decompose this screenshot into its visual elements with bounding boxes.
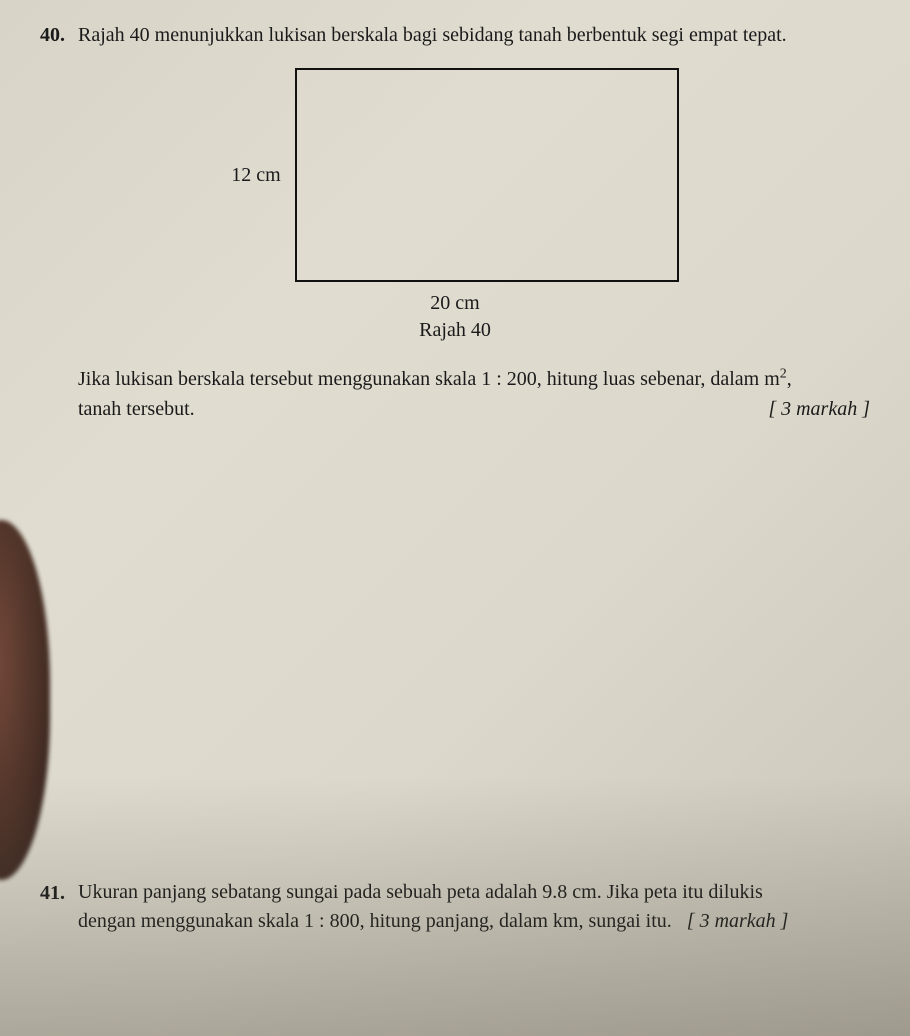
question-40-number: 40. [40, 20, 78, 50]
question-41: 41. Ukuran panjang sebatang sungai pada … [40, 878, 870, 936]
diagram-40: 12 cm 20 cm Rajah 40 [231, 68, 678, 342]
question-40-body-line1: Jika lukisan berskala tersebut menggunak… [78, 364, 870, 394]
question-41-line1: Ukuran panjang sebatang sungai pada sebu… [78, 881, 763, 903]
question-41-text: Ukuran panjang sebatang sungai pada sebu… [78, 878, 870, 936]
diagram-40-row: 12 cm [231, 68, 678, 282]
question-40-body: Jika lukisan berskala tersebut menggunak… [40, 364, 870, 424]
diagram-40-rectangle [295, 68, 679, 282]
question-41-number: 41. [40, 878, 78, 908]
diagram-40-height-label: 12 cm [231, 164, 280, 187]
question-40-header: 40. Rajah 40 menunjukkan lukisan berskal… [40, 20, 870, 50]
question-40-body-superscript: 2 [780, 366, 787, 381]
question-40-body-line2-left: tanah tersebut. [78, 394, 195, 424]
question-40-body-line1-tail: , [787, 368, 792, 390]
page: 40. Rajah 40 menunjukkan lukisan berskal… [0, 0, 910, 1036]
question-40-marks: [ 3 markah ] [748, 394, 870, 424]
question-40: 40. Rajah 40 menunjukkan lukisan berskal… [40, 20, 870, 424]
question-40-body-line2: tanah tersebut. [ 3 markah ] [78, 394, 870, 424]
question-41-line2-left: dengan menggunakan skala 1 : 800, hitung… [78, 910, 672, 932]
diagram-40-caption: Rajah 40 [419, 319, 491, 342]
question-40-prompt: Rajah 40 menunjukkan lukisan berskala ba… [78, 20, 870, 50]
question-41-marks: [ 3 markah ] [687, 910, 789, 932]
diagram-40-wrap: 12 cm 20 cm Rajah 40 [40, 68, 870, 342]
diagram-40-width-label: 20 cm [430, 292, 479, 315]
question-40-body-line1-text: Jika lukisan berskala tersebut menggunak… [78, 368, 780, 390]
question-41-header: 41. Ukuran panjang sebatang sungai pada … [40, 878, 870, 936]
